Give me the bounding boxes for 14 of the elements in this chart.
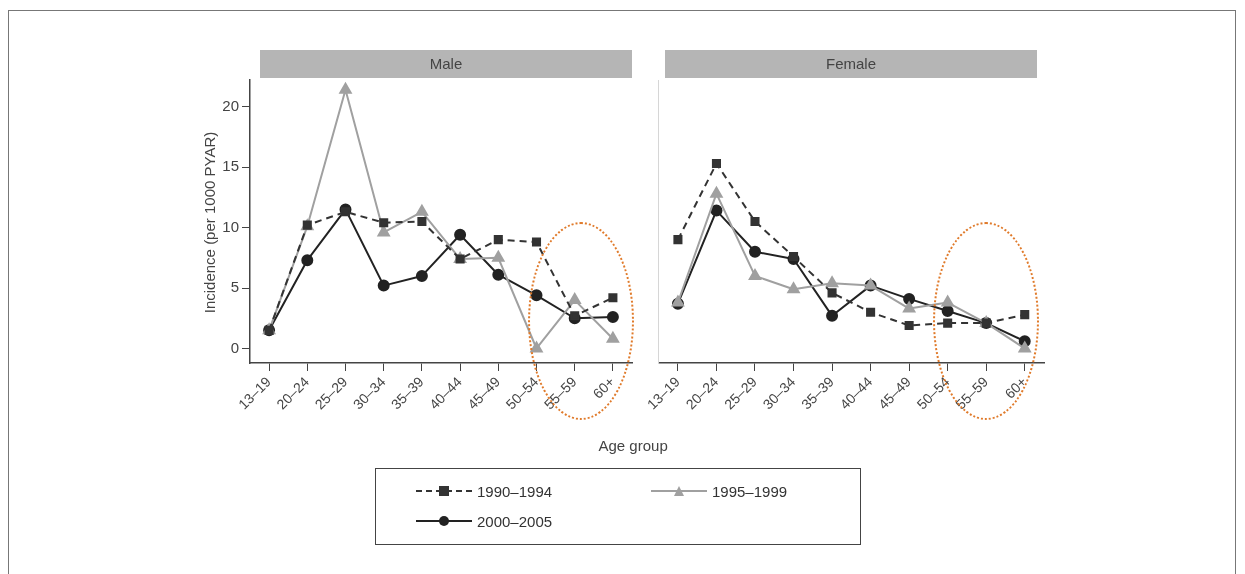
legend-label: 1995–1999: [712, 482, 788, 500]
y-tick-label: 10: [222, 217, 239, 235]
x-tick-label: 60+: [1001, 373, 1030, 402]
y-axis-title: Incidence (per 1000 PYAR): [201, 131, 219, 313]
legend-label: 2000–2005: [477, 512, 553, 530]
x-tick-label: 60+: [589, 373, 618, 402]
chart-title: Male: [260, 50, 632, 78]
y-tick-label: 5: [230, 278, 239, 296]
y-tick-label: 20: [222, 96, 239, 114]
legend-label: 1990–1994: [477, 482, 553, 500]
y-tick-label: 0: [230, 338, 239, 356]
x-axis-title: Age group: [598, 437, 668, 454]
y-tick-label: 15: [222, 157, 239, 175]
chart-title: Female: [665, 50, 1037, 78]
